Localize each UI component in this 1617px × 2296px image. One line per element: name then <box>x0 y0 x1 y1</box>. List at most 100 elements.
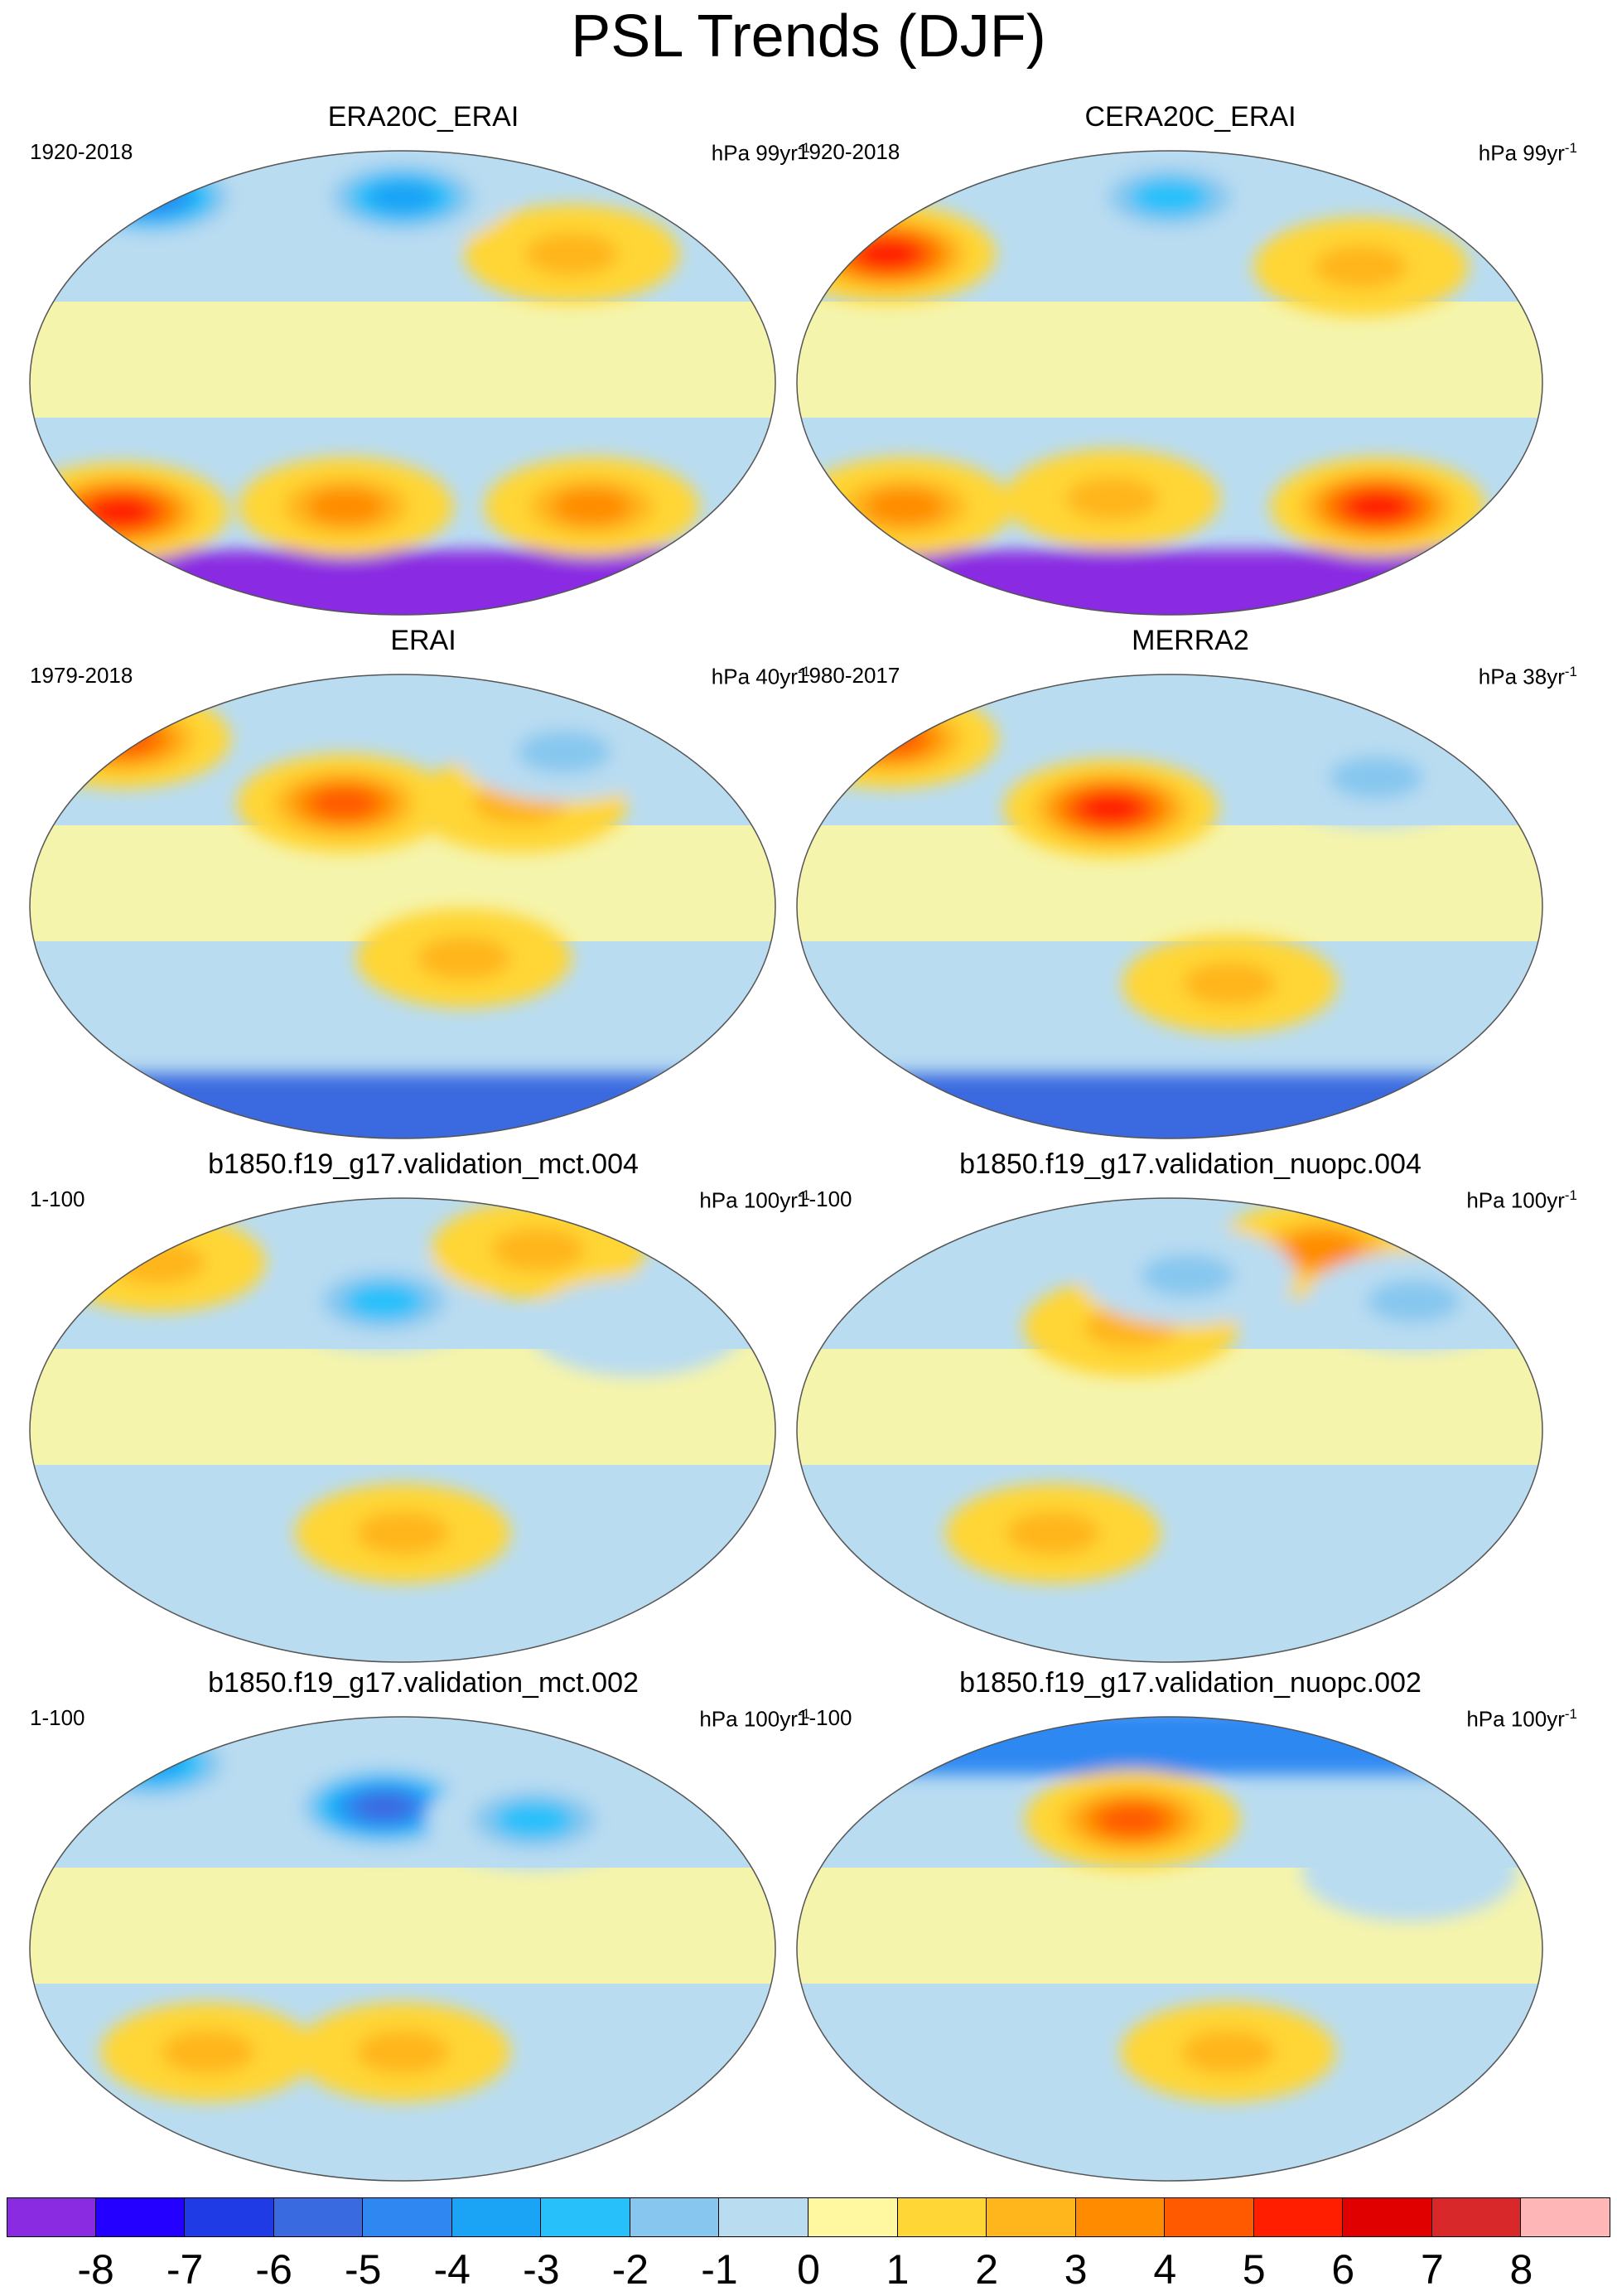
panel-title: ERA20C_ERAI <box>327 101 519 133</box>
colorbar-bin <box>1253 2197 1344 2237</box>
robinson-map <box>29 1716 776 2182</box>
trend-anomaly <box>1079 794 1143 824</box>
robinson-map <box>29 674 776 1139</box>
trend-anomaly <box>553 488 631 525</box>
panel-units-text: hPa 100yr <box>1466 1706 1565 1732</box>
colorbar-tick-label: -4 <box>433 2246 471 2293</box>
trend-anomaly <box>355 2030 450 2074</box>
panel-units-text: hPa 100yr <box>699 1706 798 1732</box>
panel-units-exponent: -1 <box>797 1187 810 1203</box>
panel-units-text: hPa 38yr <box>1478 664 1565 689</box>
panel-units-exponent: -1 <box>1564 664 1577 679</box>
panel-units: hPa 100yr-1 <box>1466 1702 1577 1732</box>
south-polar-band <box>30 1073 775 1138</box>
trend-anomaly <box>117 1747 186 1780</box>
panel-units-text: hPa 99yr <box>711 140 798 166</box>
colorbar-tick-label: -3 <box>523 2246 560 2293</box>
map-outline <box>29 1197 776 1663</box>
colorbar-tick-label: 5 <box>1242 2246 1266 2293</box>
colorbar-tick-label: 3 <box>1064 2246 1088 2293</box>
panel-period: 1979-2018 <box>30 663 133 688</box>
panel-units: hPa 99yr-1 <box>1479 136 1577 166</box>
robinson-map <box>796 674 1543 1139</box>
panel-title: b1850.f19_g17.validation_nuopc.002 <box>959 1667 1422 1699</box>
trend-anomaly <box>491 1228 586 1272</box>
trend-anomaly <box>1098 1804 1167 1836</box>
colorbar-tick-label: -5 <box>344 2246 382 2293</box>
colorbar-tick-label: 0 <box>797 2246 820 2293</box>
trend-anomaly <box>89 723 158 755</box>
trend-anomaly <box>98 1738 205 1788</box>
panel-period: 1-100 <box>30 1705 85 1730</box>
panel-units: hPa 100yr-1 <box>1466 1183 1577 1213</box>
colorbar-bin <box>363 2197 452 2237</box>
tropical-band <box>30 1868 775 1984</box>
map-outline <box>796 1197 1543 1663</box>
map-panel: CERA20C_ERAI 1920-2018 hPa 99yr-1 <box>789 99 1592 616</box>
panel-title: b1850.f19_g17.validation_mct.002 <box>208 1667 639 1699</box>
trend-anomaly <box>345 1283 423 1320</box>
panel-period: 1920-2018 <box>797 139 900 164</box>
trend-anomaly <box>1006 1511 1100 1555</box>
panel-units-text: hPa 100yr <box>699 1187 798 1213</box>
trend-anomaly <box>857 239 920 268</box>
colorbar-tick-label: 4 <box>1153 2246 1177 2293</box>
panel-units-exponent: -1 <box>797 1706 810 1722</box>
colorbar-bin <box>808 2197 898 2237</box>
panel-title: b1850.f19_g17.validation_mct.004 <box>208 1148 639 1180</box>
colorbar-tick-label: -8 <box>77 2246 114 2293</box>
panel-period: 1980-2017 <box>797 663 900 688</box>
trend-anomaly <box>70 714 176 764</box>
trend-anomaly <box>309 787 379 819</box>
colorbar-bin <box>1343 2197 1432 2237</box>
trend-anomaly <box>856 723 925 755</box>
south-polar-band <box>30 549 775 615</box>
colorbar-bin <box>897 2197 987 2237</box>
panel-units-text: hPa 99yr <box>1478 140 1565 166</box>
colorbar-bin <box>1521 2197 1610 2237</box>
colorbar-tick-label: -7 <box>166 2246 204 2293</box>
panel-units-text: hPa 100yr <box>1466 1187 1565 1213</box>
colorbar-bin <box>630 2197 720 2237</box>
trend-anomaly <box>161 2030 255 2074</box>
panel-period: 1-100 <box>797 1187 852 1211</box>
map-outline <box>796 1716 1543 2182</box>
trend-anomaly <box>574 1298 698 1356</box>
panel-units-exponent: -1 <box>1564 1706 1577 1722</box>
colorbar-tick-label: -1 <box>701 2246 738 2293</box>
trend-anomaly <box>1367 1279 1460 1323</box>
panel-units-exponent: -1 <box>1564 140 1577 156</box>
panel-units-exponent: -1 <box>797 140 810 156</box>
colorbar-bin <box>987 2197 1076 2237</box>
tropical-band <box>30 302 775 418</box>
robinson-map <box>29 150 776 616</box>
colorbar-tick-label: 1 <box>886 2246 910 2293</box>
panel-units: hPa 100yr-1 <box>699 1702 810 1732</box>
robinson-map <box>796 150 1543 616</box>
trend-anomaly <box>307 488 385 525</box>
colorbar-tick-label: -2 <box>611 2246 649 2293</box>
tropical-band <box>797 302 1542 418</box>
colorbar-bin <box>1165 2197 1254 2237</box>
colorbar-bin <box>185 2197 274 2237</box>
colorbar-bin <box>451 2197 542 2237</box>
trend-anomaly <box>866 488 944 525</box>
colorbar-bin <box>1075 2197 1166 2237</box>
trend-anomaly <box>1183 962 1277 1006</box>
trend-anomaly <box>104 176 198 219</box>
trend-anomaly <box>1065 477 1160 520</box>
colorbar-bin <box>273 2197 364 2237</box>
map-panel: b1850.f19_g17.validation_mct.004 1-100 hPa… <box>22 1147 825 1663</box>
colorbar-tick-label: 2 <box>975 2246 999 2293</box>
map-outline <box>796 150 1543 616</box>
trend-anomaly <box>417 936 511 980</box>
map-panel: b1850.f19_g17.validation_nuopc.004 1-100 h… <box>789 1147 1592 1663</box>
trend-anomaly <box>837 714 944 764</box>
trend-anomaly <box>355 1511 450 1555</box>
map-panel: ERAI 1979-2018 hPa 40yr-1 <box>22 623 825 1139</box>
trend-anomaly <box>1314 245 1408 288</box>
trend-anomaly <box>111 1240 205 1284</box>
trend-anomaly <box>524 232 619 276</box>
trend-anomaly <box>1346 491 1410 521</box>
panel-period: 1920-2018 <box>30 139 133 164</box>
